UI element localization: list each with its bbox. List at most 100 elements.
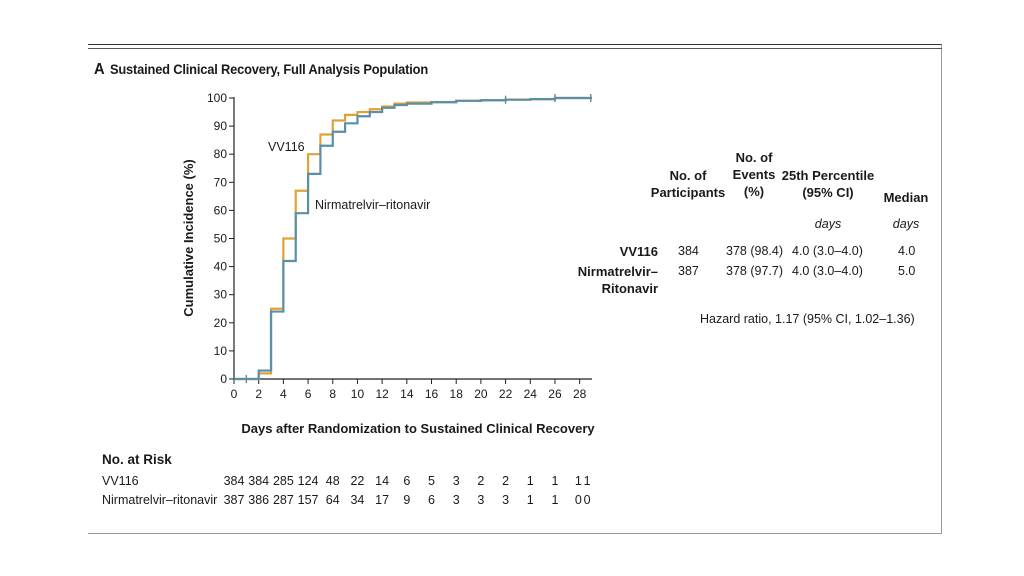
risk-row-name: Nirmatrelvir–ritonavir bbox=[102, 493, 218, 507]
x-tick-label: 8 bbox=[329, 387, 336, 401]
header-events-line3: (%) bbox=[743, 184, 765, 199]
x-tick-label: 16 bbox=[425, 387, 439, 401]
x-tick-label: 28 bbox=[573, 387, 587, 401]
y-axis-title: Cumulative Incidence (%) bbox=[181, 159, 196, 316]
risk-count: 384 bbox=[223, 474, 245, 488]
risk-count: 64 bbox=[325, 493, 340, 507]
risk-count: 17 bbox=[375, 493, 390, 507]
series-layer bbox=[234, 94, 592, 383]
summary-table: No. of Participants No. of Events (%) 25… bbox=[570, 145, 930, 345]
risk-row-name: VV116 bbox=[102, 474, 139, 488]
risk-count: 5 bbox=[428, 474, 435, 488]
x-tick-label: 0 bbox=[231, 387, 238, 401]
cell-nirmatrelvir-events: 378 (97.7) bbox=[726, 264, 783, 278]
risk-table-title: No. at Risk bbox=[102, 452, 172, 467]
header-percentile: 25th Percentile (95% CI) bbox=[778, 167, 878, 201]
cell-nirmatrelvir-participants: 387 bbox=[678, 264, 699, 278]
risk-count: 386 bbox=[248, 493, 270, 507]
x-tick-label: 12 bbox=[375, 387, 389, 401]
risk-count: 1 bbox=[583, 474, 591, 488]
header-participants-line2: Participants bbox=[650, 185, 726, 200]
chart-text-layer: VV116 Nirmatrelvir–ritonavir Days after … bbox=[181, 140, 595, 436]
row-group-nirmatrelvir-line1: Nirmatrelvir– bbox=[577, 264, 658, 279]
row-group-vv116-label: VV116 bbox=[619, 244, 658, 259]
risk-count: 2 bbox=[502, 474, 510, 488]
risk-count: 3 bbox=[452, 474, 460, 488]
row-group-nirmatrelvir: Nirmatrelvir– Ritonavir bbox=[570, 263, 658, 297]
x-tick-label: 2 bbox=[255, 387, 262, 401]
cell-vv116-participants: 384 bbox=[678, 244, 699, 258]
risk-count: 287 bbox=[272, 493, 294, 507]
header-participants-line1: No. of bbox=[669, 168, 707, 183]
header-median: Median bbox=[878, 189, 934, 206]
unit-median: days bbox=[892, 217, 920, 231]
cell-nirmatrelvir-percentile: 4.0 (3.0–4.0) bbox=[792, 264, 863, 278]
x-tick-label: 14 bbox=[400, 387, 414, 401]
x-axis-title: Days after Randomization to Sustained Cl… bbox=[241, 421, 595, 436]
risk-count: 34 bbox=[350, 493, 365, 507]
header-events-line2: Events bbox=[732, 167, 776, 182]
risk-count: 0 bbox=[583, 493, 591, 507]
cell-vv116-median: 4.0 bbox=[898, 244, 916, 258]
series-line-nirmatrelvir bbox=[234, 96, 592, 381]
x-tick-label: 20 bbox=[474, 387, 488, 401]
y-tick-label: 40 bbox=[214, 260, 228, 274]
risk-count: 1 bbox=[574, 474, 582, 488]
header-events: No. of Events (%) bbox=[725, 149, 783, 200]
y-tick-label: 50 bbox=[214, 232, 228, 246]
row-group-nirmatrelvir-line2: Ritonavir bbox=[601, 281, 658, 296]
risk-count: 3 bbox=[502, 493, 510, 507]
header-median-line1: Median bbox=[883, 190, 929, 205]
risk-count: 6 bbox=[428, 493, 435, 507]
risk-count: 387 bbox=[223, 493, 245, 507]
y-tick-label: 20 bbox=[214, 316, 228, 330]
risk-count: 14 bbox=[375, 474, 390, 488]
panel-title: A Sustained Clinical Recovery, Full Analy… bbox=[94, 61, 428, 79]
y-tick-label: 30 bbox=[214, 288, 228, 302]
risk-count: 1 bbox=[526, 474, 534, 488]
risk-count: 1 bbox=[526, 493, 534, 507]
risk-count: 1 bbox=[551, 493, 559, 507]
y-tick-label: 10 bbox=[214, 344, 228, 358]
panel-letter: A bbox=[94, 61, 105, 78]
y-tick-label: 70 bbox=[214, 175, 228, 189]
risk-count: 22 bbox=[350, 474, 365, 488]
risk-count: 48 bbox=[325, 474, 340, 488]
curve-label-vv116: VV116 bbox=[268, 140, 305, 154]
hazard-ratio: Hazard ratio, 1.17 (95% CI, 1.02–1.36) bbox=[700, 312, 915, 326]
row-group-vv116: VV116 bbox=[570, 243, 658, 260]
cell-vv116-percentile: 4.0 (3.0–4.0) bbox=[792, 244, 863, 258]
risk-count: 157 bbox=[297, 493, 319, 507]
x-tick-label: 24 bbox=[524, 387, 538, 401]
y-tick-label: 0 bbox=[220, 372, 227, 386]
risk-count: 124 bbox=[297, 474, 319, 488]
risk-count: 3 bbox=[452, 493, 460, 507]
panel-title-text: Sustained Clinical Recovery, Full Analys… bbox=[109, 61, 429, 77]
x-tick-label: 4 bbox=[280, 387, 287, 401]
unit-percentile: days bbox=[814, 217, 842, 231]
header-percentile-line1: 25th Percentile bbox=[781, 168, 875, 183]
y-tick-label: 100 bbox=[207, 91, 227, 105]
figure-frame bbox=[88, 44, 942, 534]
risk-count: 6 bbox=[403, 474, 411, 488]
risk-count: 384 bbox=[248, 474, 270, 488]
header-participants: No. of Participants bbox=[648, 167, 728, 201]
y-tick-label: 60 bbox=[214, 203, 228, 217]
figure-top-rule bbox=[88, 48, 942, 49]
risk-count: 0 bbox=[574, 493, 582, 507]
y-tick-label: 80 bbox=[214, 147, 228, 161]
x-tick-label: 22 bbox=[499, 387, 513, 401]
curve-label-nirmatrelvir: Nirmatrelvir–ritonavir bbox=[315, 198, 430, 212]
x-tick-label: 10 bbox=[351, 387, 365, 401]
cell-nirmatrelvir-median: 5.0 bbox=[898, 264, 916, 278]
risk-count: 3 bbox=[477, 493, 485, 507]
risk-count: 9 bbox=[403, 493, 411, 507]
header-events-line1: No. of bbox=[735, 150, 773, 165]
cell-vv116-events: 378 (98.4) bbox=[726, 244, 783, 258]
header-percentile-line2: (95% CI) bbox=[802, 185, 854, 200]
risk-count: 285 bbox=[272, 474, 294, 488]
risk-count: 2 bbox=[477, 474, 485, 488]
y-tick-label: 90 bbox=[214, 119, 228, 133]
